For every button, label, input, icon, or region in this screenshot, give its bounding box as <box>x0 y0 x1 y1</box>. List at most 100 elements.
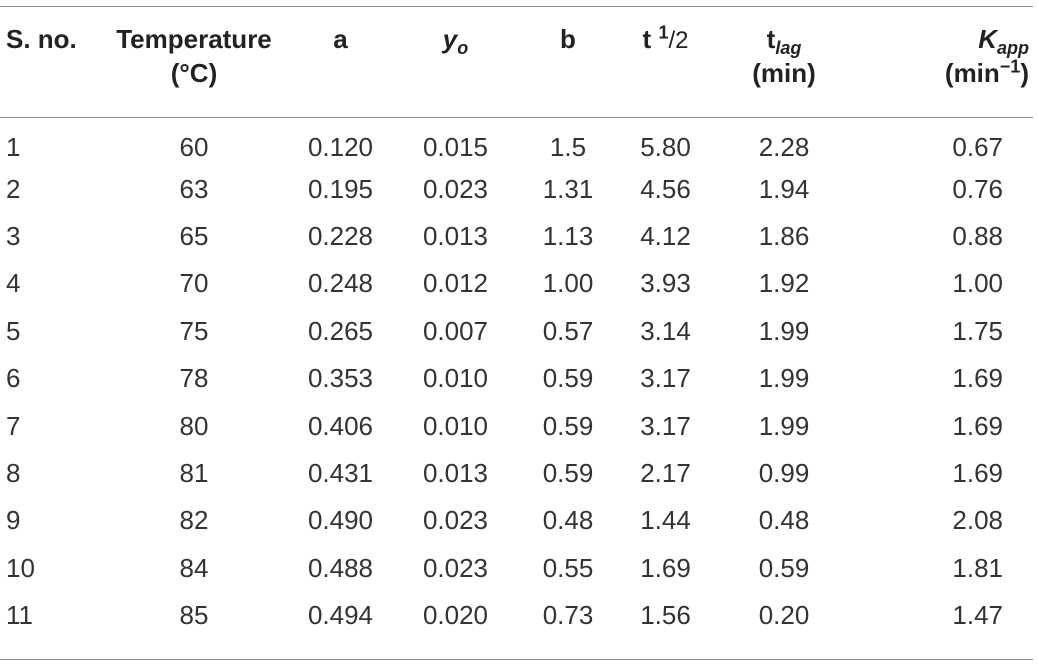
cell-sno: 2 <box>6 173 21 204</box>
cell-tlag: 0.20 <box>758 600 810 631</box>
cell-yo: 0.013 <box>422 220 489 251</box>
header-kapp: Kapp (min−1) <box>855 0 1033 118</box>
cell-a: 0.228 <box>307 220 374 251</box>
cell-tlag: 2.28 <box>758 132 810 163</box>
cell-kapp: 1.69 <box>952 457 1003 488</box>
cell-yo: 0.012 <box>422 268 489 299</box>
cell-b: 0.57 <box>542 315 594 346</box>
cell-kapp: 2.08 <box>952 505 1003 536</box>
cell-kapp: 0.88 <box>952 220 1003 251</box>
cell-a: 0.353 <box>307 363 374 394</box>
cell-temperature: 70 <box>179 268 209 299</box>
cell-yo: 0.020 <box>422 600 489 631</box>
cell-tlag: 1.99 <box>758 315 810 346</box>
cell-thalf: 3.93 <box>640 268 691 299</box>
cell-a: 0.490 <box>307 505 374 536</box>
cell-thalf: 1.44 <box>640 505 691 536</box>
header-tlag-sub: lag <box>775 38 802 59</box>
cell-temperature: 81 <box>179 457 209 488</box>
cell-kapp: 0.67 <box>952 132 1003 163</box>
cell-tlag: 1.92 <box>758 268 810 299</box>
cell-sno: 8 <box>6 457 21 488</box>
cell-tlag: 0.99 <box>758 457 810 488</box>
header-kapp-unit: (min <box>944 58 1000 88</box>
header-yo-sub: o <box>457 38 469 59</box>
header-b: b <box>518 0 618 118</box>
header-yo-main: y <box>442 24 458 54</box>
table-row: 5 75 0.265 0.007 0.57 3.14 1.99 1.75 <box>0 308 1033 355</box>
cell-yo: 0.023 <box>422 173 489 204</box>
header-kapp-unit-sup: −1 <box>999 56 1021 77</box>
cell-a: 0.431 <box>307 457 374 488</box>
cell-sno: 11 <box>6 600 33 631</box>
cell-a: 0.488 <box>307 552 374 583</box>
cell-temperature: 85 <box>179 600 209 631</box>
kinetics-table: S. no. Temperature (°C) a yo b t 1/2 tla… <box>0 0 1033 639</box>
table-row: 7 80 0.406 0.010 0.59 3.17 1.99 1.69 <box>0 402 1033 449</box>
cell-kapp: 1.47 <box>952 600 1003 631</box>
table-body: 1 60 0.120 0.015 1.5 5.80 2.28 0.67 2 63… <box>0 118 1033 639</box>
cell-sno: 3 <box>6 220 21 251</box>
cell-thalf: 5.80 <box>640 132 691 163</box>
cell-temperature: 60 <box>179 132 209 163</box>
cell-b: 1.5 <box>549 132 587 163</box>
table-row: 1 60 0.120 0.015 1.5 5.80 2.28 0.67 <box>0 118 1033 165</box>
cell-thalf: 3.14 <box>640 315 691 346</box>
cell-b: 1.13 <box>542 220 594 251</box>
cell-yo: 0.023 <box>422 505 489 536</box>
header-kapp-unit-close: ) <box>1020 58 1029 88</box>
cell-temperature: 63 <box>179 173 209 204</box>
cell-a: 0.195 <box>307 173 374 204</box>
table-row: 4 70 0.248 0.012 1.00 3.93 1.92 1.00 <box>0 260 1033 307</box>
cell-sno: 5 <box>6 315 21 346</box>
cell-tlag: 1.86 <box>758 220 810 251</box>
cell-b: 0.59 <box>542 410 594 441</box>
cell-a: 0.120 <box>307 132 374 163</box>
cell-kapp: 0.76 <box>952 173 1003 204</box>
cell-thalf: 4.12 <box>640 220 691 251</box>
cell-b: 1.31 <box>542 173 594 204</box>
header-tlag-unit: (min) <box>752 58 816 88</box>
table-bottom-rule <box>0 659 1033 660</box>
cell-kapp: 1.81 <box>952 552 1003 583</box>
cell-tlag: 1.99 <box>758 363 810 394</box>
header-kapp-main: K <box>978 24 997 54</box>
table-row: 11 85 0.494 0.020 0.73 1.56 0.20 1.47 <box>0 592 1033 639</box>
cell-sno: 7 <box>6 410 21 441</box>
table-row: 3 65 0.228 0.013 1.13 4.12 1.86 0.88 <box>0 213 1033 260</box>
cell-sno: 4 <box>6 268 21 299</box>
cell-sno: 9 <box>6 505 21 536</box>
cell-a: 0.248 <box>307 268 374 299</box>
header-thalf-den: /2 <box>668 27 689 54</box>
cell-sno: 10 <box>6 552 35 583</box>
cell-thalf: 3.17 <box>640 410 691 441</box>
cell-thalf: 1.69 <box>640 552 691 583</box>
cell-yo: 0.023 <box>422 552 489 583</box>
cell-sno: 1 <box>6 132 21 163</box>
cell-sno: 6 <box>6 363 21 394</box>
table-top-rule <box>0 6 1033 7</box>
header-b-text: b <box>560 24 576 54</box>
cell-kapp: 1.00 <box>952 268 1003 299</box>
cell-temperature: 78 <box>179 363 209 394</box>
cell-temperature: 75 <box>179 315 209 346</box>
header-thalf-num: 1 <box>658 22 669 43</box>
cell-kapp: 1.69 <box>952 363 1003 394</box>
cell-temperature: 80 <box>179 410 209 441</box>
cell-temperature: 84 <box>179 552 209 583</box>
header-row: S. no. Temperature (°C) a yo b t 1/2 tla… <box>0 0 1033 118</box>
cell-thalf: 2.17 <box>640 457 691 488</box>
table-row: 2 63 0.195 0.023 1.31 4.56 1.94 0.76 <box>0 165 1033 212</box>
header-temperature-text: Temperature <box>116 24 272 54</box>
cell-b: 0.48 <box>542 505 594 536</box>
cell-b: 0.55 <box>542 552 594 583</box>
cell-temperature: 82 <box>179 505 209 536</box>
header-temperature: Temperature (°C) <box>100 0 288 118</box>
table-row: 10 84 0.488 0.023 0.55 1.69 0.59 1.81 <box>0 545 1033 592</box>
header-thalf-t: t <box>642 24 652 54</box>
header-sno-text: S. no. <box>6 24 77 54</box>
table-header-rule <box>0 117 1033 118</box>
header-temperature-unit: (°C) <box>170 58 218 88</box>
header-a: a <box>288 0 393 118</box>
cell-kapp: 1.69 <box>952 410 1003 441</box>
